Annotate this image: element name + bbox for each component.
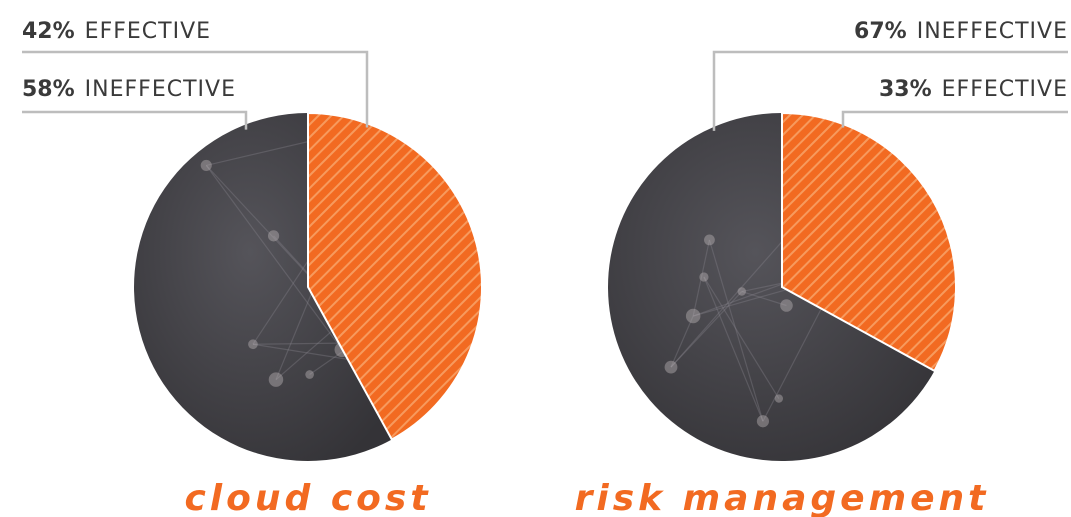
network-line: [708, 239, 764, 422]
slice-label: 58% INEFFECTIVE: [22, 77, 236, 102]
network-node: [248, 339, 258, 350]
network-node: [780, 299, 793, 312]
network-node: [704, 234, 715, 246]
network-node: [200, 159, 212, 171]
leader-line: [22, 110, 248, 130]
leader-line: [841, 110, 1068, 128]
slice-label: 42% EFFECTIVE: [22, 19, 211, 44]
network-node: [737, 287, 747, 296]
pie-slice-ineffective: [134, 113, 392, 461]
network-node: [699, 272, 709, 282]
slice-label-text: INEFFECTIVE: [917, 19, 1068, 44]
slice-percent: 33%: [879, 77, 932, 102]
network-line: [205, 165, 343, 350]
network-line: [703, 276, 780, 399]
network-node: [305, 370, 314, 379]
network-line: [741, 290, 787, 307]
pie-chart-2: 67% INEFFECTIVE 33% EFFECTIVE risk managemen…: [575, 19, 1068, 517]
network-line: [703, 276, 764, 422]
pie-slice-ineffective: [608, 113, 935, 461]
network-node: [774, 394, 784, 403]
network-line: [692, 239, 711, 317]
network-line: [670, 291, 743, 368]
chart-title: cloud cost: [184, 478, 431, 517]
slice-percent: 58%: [22, 77, 75, 102]
network-node: [685, 308, 701, 324]
slice-percent: 67%: [854, 19, 907, 44]
pie-slice-effective: [781, 111, 958, 373]
network-node: [268, 372, 284, 387]
slice-label-text: EFFECTIVE: [85, 19, 211, 44]
slice-percent: 42%: [22, 19, 75, 44]
slice-label: 67% INEFFECTIVE: [854, 19, 1068, 44]
pie-chart-1: 42% EFFECTIVE 58% INEFFECTIVE cloud cost: [22, 19, 484, 517]
leader-line: [712, 50, 1068, 131]
pie-slice-effective: [307, 111, 484, 441]
chart-title: risk management: [575, 478, 990, 517]
slice-label: 33% EFFECTIVE: [879, 77, 1068, 102]
network-line: [670, 315, 694, 368]
slice-label-text: EFFECTIVE: [942, 77, 1068, 102]
network-node: [664, 360, 678, 374]
network-node: [756, 415, 769, 428]
network-node: [267, 230, 280, 242]
network-line: [252, 342, 352, 345]
leader-line: [22, 50, 369, 128]
slice-label-text: INEFFECTIVE: [85, 77, 236, 102]
